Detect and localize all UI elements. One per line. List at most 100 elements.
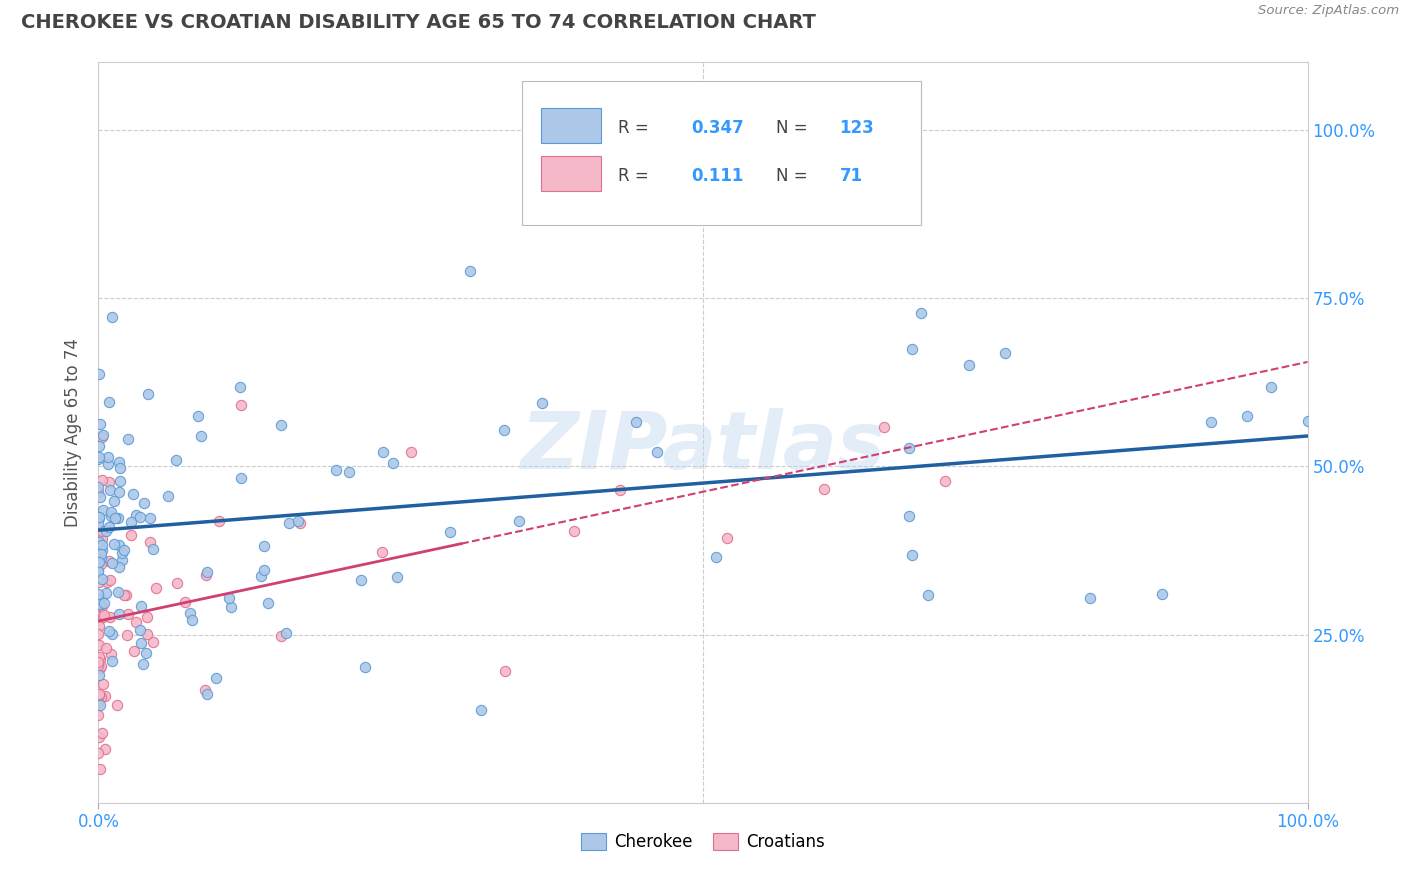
Point (179, 607, 201, 621)
Text: 0.111: 0.111 (690, 167, 744, 185)
Point (401, 445, 423, 459)
Text: ZIPatlas: ZIPatlas (520, 409, 886, 486)
Point (190, 429, 212, 443)
Point (114, 588, 136, 602)
Point (97, 554, 120, 568)
Text: N =: N = (776, 119, 813, 136)
Point (373, 445, 395, 459)
Point (208, 515, 231, 529)
Point (287, 514, 309, 528)
Point (94, 690, 117, 704)
Point (129, 599, 152, 614)
Point (87, 439, 110, 453)
Point (101, 627, 124, 641)
Point (194, 568, 217, 582)
Point (87, 655, 110, 669)
Point (87, 535, 110, 549)
Point (112, 543, 135, 558)
Point (94, 586, 117, 600)
Point (87, 587, 110, 601)
Point (142, 542, 165, 557)
Point (934, 474, 956, 488)
Point (89, 609, 111, 624)
Point (1296, 414, 1319, 428)
Point (256, 596, 278, 610)
Point (90, 597, 112, 611)
Point (898, 441, 921, 455)
Point (87, 731, 110, 745)
Point (108, 474, 131, 488)
Point (288, 516, 311, 530)
Y-axis label: Disability Age 65 to 74: Disability Age 65 to 74 (65, 338, 83, 527)
Point (107, 484, 129, 499)
Point (87, 658, 110, 673)
Point (98, 394, 121, 409)
Point (107, 538, 129, 552)
Point (108, 455, 131, 469)
Point (195, 687, 218, 701)
Point (647, 444, 669, 458)
Point (157, 489, 180, 503)
FancyBboxPatch shape (522, 81, 921, 226)
Point (132, 496, 155, 510)
Point (105, 698, 128, 712)
Point (716, 532, 738, 546)
Text: R =: R = (619, 119, 654, 136)
Point (87, 668, 110, 682)
Point (93, 608, 115, 623)
Point (90, 659, 112, 673)
FancyBboxPatch shape (541, 108, 602, 143)
Point (136, 610, 159, 624)
Point (142, 635, 165, 649)
Point (107, 584, 129, 599)
Point (120, 516, 142, 530)
Point (91, 599, 114, 614)
Point (115, 628, 138, 642)
Point (250, 569, 273, 583)
Point (253, 539, 276, 553)
Point (90, 551, 112, 566)
Point (87, 687, 110, 701)
Point (87, 516, 110, 530)
Point (253, 563, 276, 577)
Point (270, 629, 292, 643)
Point (91, 430, 114, 444)
Point (900, 549, 922, 563)
Point (382, 456, 405, 470)
Point (371, 545, 394, 559)
Point (901, 342, 924, 356)
Point (87, 554, 110, 568)
Point (87, 510, 110, 524)
Point (1152, 587, 1174, 601)
Point (107, 511, 129, 525)
Point (385, 570, 408, 584)
Point (87, 450, 110, 465)
Point (97, 520, 120, 534)
Point (98, 475, 121, 489)
Point (957, 358, 980, 372)
Point (90, 690, 112, 705)
Point (90, 592, 112, 607)
Point (174, 595, 197, 609)
Point (104, 510, 127, 524)
Point (89, 652, 111, 666)
Point (165, 453, 187, 467)
Point (87, 747, 110, 761)
Point (91, 538, 114, 552)
Point (337, 465, 360, 479)
Point (87, 658, 110, 673)
Point (89, 491, 111, 505)
Point (470, 703, 492, 717)
Point (87, 480, 110, 494)
Point (91, 502, 114, 516)
Point (91, 676, 114, 690)
Point (87, 368, 110, 382)
Point (89, 688, 111, 702)
Point (350, 573, 373, 587)
Point (87, 510, 110, 524)
Point (897, 509, 920, 524)
Point (101, 310, 124, 324)
Point (87, 694, 110, 708)
Point (98, 624, 121, 638)
Point (100, 654, 122, 668)
